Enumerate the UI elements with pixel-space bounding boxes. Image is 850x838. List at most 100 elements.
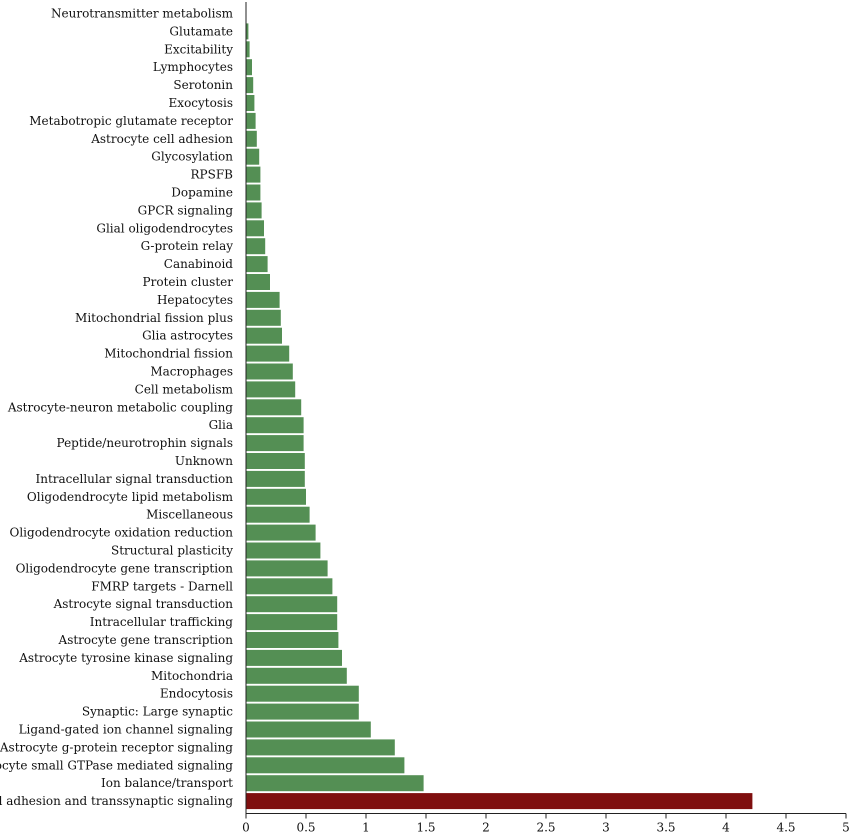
category-label: Cell metabolism [135,382,234,396]
category-label: Oligodendrocyte oxidation reduction [10,526,234,540]
category-label: Metabotropic glutamate receptor [29,114,233,128]
bar [246,703,359,720]
category-label: Mitochondria [151,669,233,683]
bar [246,238,266,255]
bar [246,453,305,469]
x-tick-label: 5 [842,821,850,834]
bar [246,757,405,774]
bar [246,399,302,416]
bar [246,95,255,111]
bar [246,793,753,810]
bar [246,291,280,308]
bar [246,202,262,219]
bar [246,596,338,613]
bars-layer [246,23,753,810]
bar [246,614,338,631]
bar [246,685,359,702]
category-label: Ligand-gated ion channel signaling [19,723,234,737]
x-tick-label: 4.5 [776,821,795,834]
category-label: Synaptic: Large synaptic [82,705,233,719]
category-label: Glia astrocytes [142,329,233,343]
category-label: Astrocyte small GTPase mediated signalin… [0,758,233,772]
x-tick-label: 1.5 [416,821,435,834]
category-label: Unknown [175,454,233,468]
x-axis: 0 0.5 1 1.5 2 2.5 3 3.5 4 4.5 5 [242,2,850,835]
category-label: Mitochondrial fission [104,347,233,361]
bar [246,166,261,183]
category-label: Exocytosis [169,96,233,110]
bar [246,381,296,398]
bar [246,649,342,666]
category-label: Intracellular trafficking [90,615,234,629]
bar [246,23,249,40]
bar [246,309,281,326]
category-label: Glia [209,418,233,432]
bar [246,77,254,94]
bar [246,274,270,290]
bar [246,470,305,487]
bar [246,363,293,380]
bar [246,667,347,684]
category-label: RPSFB [191,168,234,182]
bar [246,130,257,147]
bar [246,327,282,344]
bar [246,721,371,738]
bar [246,560,328,577]
category-label: Glycosylation [151,150,233,164]
category-label: Astrocyte g-protein receptor signaling [0,740,233,754]
bar [246,775,424,792]
category-label: Oligodendrocyte gene transcription [16,561,234,575]
x-tick-label: 2 [482,821,490,834]
bar [246,488,306,505]
bar [246,506,310,523]
category-label: Glial oligodendrocytes [96,221,233,235]
bar [246,345,290,362]
category-label: Oligodendrocyte lipid metabolism [27,490,234,504]
bar [246,256,268,273]
bar [246,417,304,434]
category-label: Excitability [164,42,233,56]
bar [246,41,250,58]
x-tick-label: 4 [722,821,730,834]
category-label: GPCR signaling [138,203,234,217]
category-label: Ion balance/transport [101,776,233,790]
category-label: Glutamate [169,24,233,38]
bar [246,148,260,165]
category-label: Astrocyte tyrosine kinase signaling [18,651,233,665]
category-label: Endocytosis [160,687,233,701]
category-label: Dopamine [171,186,233,200]
x-tick-label: 1 [362,821,370,834]
category-label: Neurotransmitter metabolism [51,7,234,21]
category-label: Cell adhesion and transsynaptic signalin… [0,794,233,808]
category-labels: Neurotransmitter metabolism Glutamate Exci… [0,7,234,809]
x-tick-label: 3.5 [656,821,675,834]
bar [246,578,333,595]
category-label: Canabinoid [164,257,234,271]
bar [246,184,261,201]
category-label: Hepatocytes [157,293,233,307]
bar [246,632,339,648]
x-tick-label: 0 [242,821,250,834]
bar [246,435,304,452]
category-label: FMRP targets - Darnell [91,579,233,593]
category-label: Astrocyte signal transduction [53,597,234,611]
category-label: Astrocyte gene transcription [58,633,234,647]
category-label: G-protein relay [141,239,234,253]
bar [246,524,316,541]
category-label: Serotonin [173,78,233,92]
x-tick-label: 3 [602,821,610,834]
bar [246,220,264,237]
category-label: Mitochondrial fission plus [75,311,233,325]
category-label: Macrophages [150,365,233,379]
bar [246,59,252,76]
category-label: Astrocyte cell adhesion [90,132,233,146]
category-label: Miscellaneous [146,508,233,522]
x-tick-label: 2.5 [536,821,555,834]
bar [246,112,256,129]
category-label: Intracellular signal transduction [35,472,233,486]
category-label: Protein cluster [143,275,234,289]
bar [246,542,321,559]
category-label: Structural plasticity [111,544,233,558]
